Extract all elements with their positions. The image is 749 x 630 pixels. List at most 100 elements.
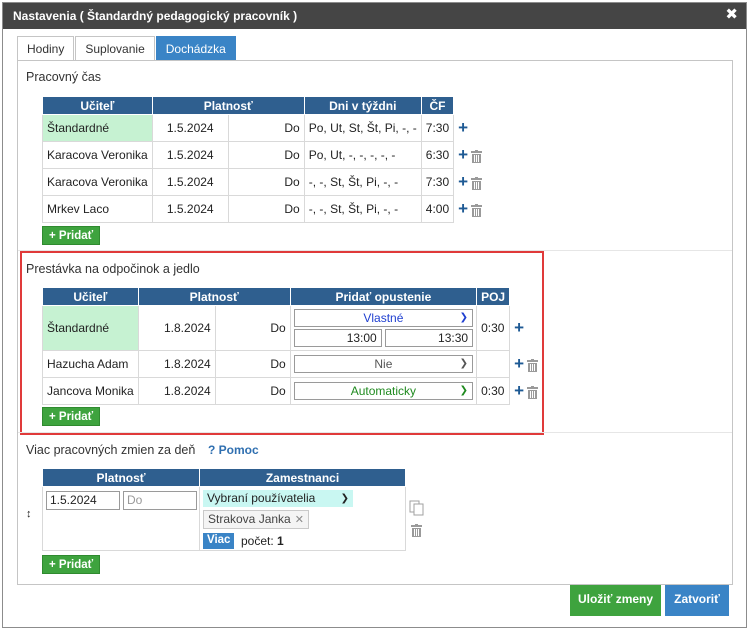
col-header-employees: Zamestnanci [199,468,406,487]
add-icon[interactable]: + [514,318,525,337]
table-row[interactable]: Jancova Monika 1.8.2024 Do Automaticky ❯ … [42,377,544,405]
teacher-cell: Hazucha Adam [42,350,139,378]
tab-panel-dochadzka: Pracovný čas Učiteľ Platnosť Dni v týždn… [17,60,733,585]
to-date[interactable]: Do [214,305,291,351]
leave-option-cell: Vlastné ❯ 13:00 13:30 [289,305,478,351]
add-icon[interactable]: + [514,353,525,373]
chevron-down-icon: ❯ [340,493,349,504]
from-date[interactable]: 1.5.2024 [151,114,229,142]
work-time-title: Pracovný čas [26,70,102,84]
employee-chip-label: Strakova Janka [208,512,291,526]
table-row[interactable]: Hazucha Adam 1.8.2024 Do Nie ❯ + [42,350,544,378]
time-range: 13:00 13:30 [293,329,474,347]
to-date[interactable]: Do [227,141,305,169]
count-text: počet: 1 [241,534,284,548]
table-header-row: Učiteľ Platnosť Dni v týždni ČF [42,96,494,115]
dialog-title: Nastavenia ( Štandardný pedagogický prac… [13,9,298,23]
table-row[interactable]: Mrkev Laco 1.5.2024 Do -, -, St, Št, Pi,… [42,195,494,223]
col-header-validity: Platnosť [42,468,200,487]
teacher-cell: Mrkev Laco [42,195,153,223]
table-row[interactable]: Karacova Veronika 1.5.2024 Do Po, Ut, -,… [42,141,494,169]
trash-icon[interactable] [471,150,483,164]
leave-option-value: Automaticky [350,384,417,398]
count-value: 1 [277,534,284,548]
add-work-time-button[interactable]: + Pridať [42,226,101,245]
leave-option-cell: Nie ❯ [289,350,478,378]
close-icon[interactable]: ✖ [725,6,738,23]
table-row[interactable]: Štandardné 1.8.2024 Do Vlastné ❯ 13:00 13… [42,305,544,351]
leave-option-value: Vlastné [363,311,404,325]
add-icon[interactable]: + [458,118,469,137]
save-button[interactable]: Uložiť zmeny [570,585,661,616]
to-date[interactable]: Do [227,195,305,223]
highlight-frame [20,251,544,435]
add-icon[interactable]: + [514,380,525,400]
from-date[interactable]: 1.5.2024 [151,195,229,223]
shift-to-input[interactable]: Do [123,491,197,510]
tab-dochadzka[interactable]: Dochádzka [155,36,236,60]
dialog-titlebar: Nastavenia ( Štandardný pedagogický prac… [3,3,746,29]
days-cell: -, -, St, Št, Pi, -, - [303,168,422,196]
cf-cell: 4:00 [420,195,455,223]
teacher-cell: Karacova Veronika [42,141,153,169]
to-date[interactable]: Do [227,114,305,142]
days-cell: Po, Ut, -, -, -, -, - [303,141,422,169]
trash-icon[interactable] [411,524,422,537]
tab-bar: Hodiny Suplovanie Dochádzka [17,36,237,60]
trash-icon[interactable] [471,204,483,218]
col-header-teacher: Učiteľ [42,96,153,115]
tab-suplovanie[interactable]: Suplovanie [75,36,155,60]
from-date[interactable]: 1.5.2024 [151,168,229,196]
col-header-poj: POJ [476,287,511,306]
close-button[interactable]: Zatvoriť [665,585,729,616]
table-row[interactable]: Štandardné 1.5.2024 Do Po, Ut, St, Št, P… [42,114,494,142]
teacher-cell: Jancova Monika [42,377,139,405]
table-row[interactable]: Karacova Veronika 1.5.2024 Do -, -, St, … [42,168,494,196]
add-break-button[interactable]: + Pridať [42,407,101,426]
from-date[interactable]: 1.8.2024 [137,350,216,378]
chevron-down-icon: ❯ [459,358,469,369]
poj-cell: 0:30 [476,377,511,405]
add-icon[interactable]: + [458,171,469,191]
cf-cell: 6:30 [420,141,455,169]
table-header-row: Učiteľ Platnosť Pridať opustenie POJ [42,287,544,306]
cf-cell: 7:30 [420,168,455,196]
days-cell: -, -, St, Št, Pi, -, - [303,195,422,223]
from-date[interactable]: 1.5.2024 [151,141,229,169]
leave-option-select[interactable]: Vlastné ❯ [293,309,474,327]
to-date[interactable]: Do [214,350,291,378]
more-button[interactable]: Viac [203,533,235,549]
add-icon[interactable]: + [458,144,469,164]
shift-from-input[interactable]: 1.5.2024 [46,491,120,510]
to-date[interactable]: Do [227,168,305,196]
trash-icon[interactable] [471,177,483,191]
leave-option-value: Nie [374,357,393,371]
leave-option-cell: Automaticky ❯ [289,377,478,405]
chevron-down-icon: ❯ [459,385,469,396]
col-header-days: Dni v týždni [303,96,422,115]
work-time-table: Učiteľ Platnosť Dni v týždni ČF Štandard… [42,96,494,223]
from-date[interactable]: 1.8.2024 [137,305,216,351]
col-header-teacher: Učiteľ [42,287,139,306]
users-select-value: Vybraní používatelia [207,491,316,505]
help-link[interactable]: ? Pomoc [208,443,259,457]
trash-icon[interactable] [527,386,539,400]
table-header-row: Platnosť Zamestnanci [42,468,406,487]
time-to-input[interactable]: 13:30 [385,329,474,347]
add-shift-button[interactable]: + Pridať [42,555,101,574]
cf-cell: 7:30 [420,114,455,142]
poj-cell: 0:30 [476,305,511,351]
copy-icon[interactable] [409,500,424,516]
leave-option-select[interactable]: Nie ❯ [293,355,474,373]
drag-handle-icon[interactable]: ↕ [26,508,32,520]
remove-chip-icon[interactable]: ✕ [294,514,304,526]
tab-hodiny[interactable]: Hodiny [17,36,75,60]
from-date[interactable]: 1.8.2024 [137,377,216,405]
add-icon[interactable]: + [458,198,469,218]
users-select[interactable]: Vybraní používatelia ❯ [203,490,353,507]
time-from-input[interactable]: 13:00 [293,329,382,347]
to-date[interactable]: Do [214,377,291,405]
leave-option-select[interactable]: Automaticky ❯ [293,382,474,400]
trash-icon[interactable] [527,359,539,373]
